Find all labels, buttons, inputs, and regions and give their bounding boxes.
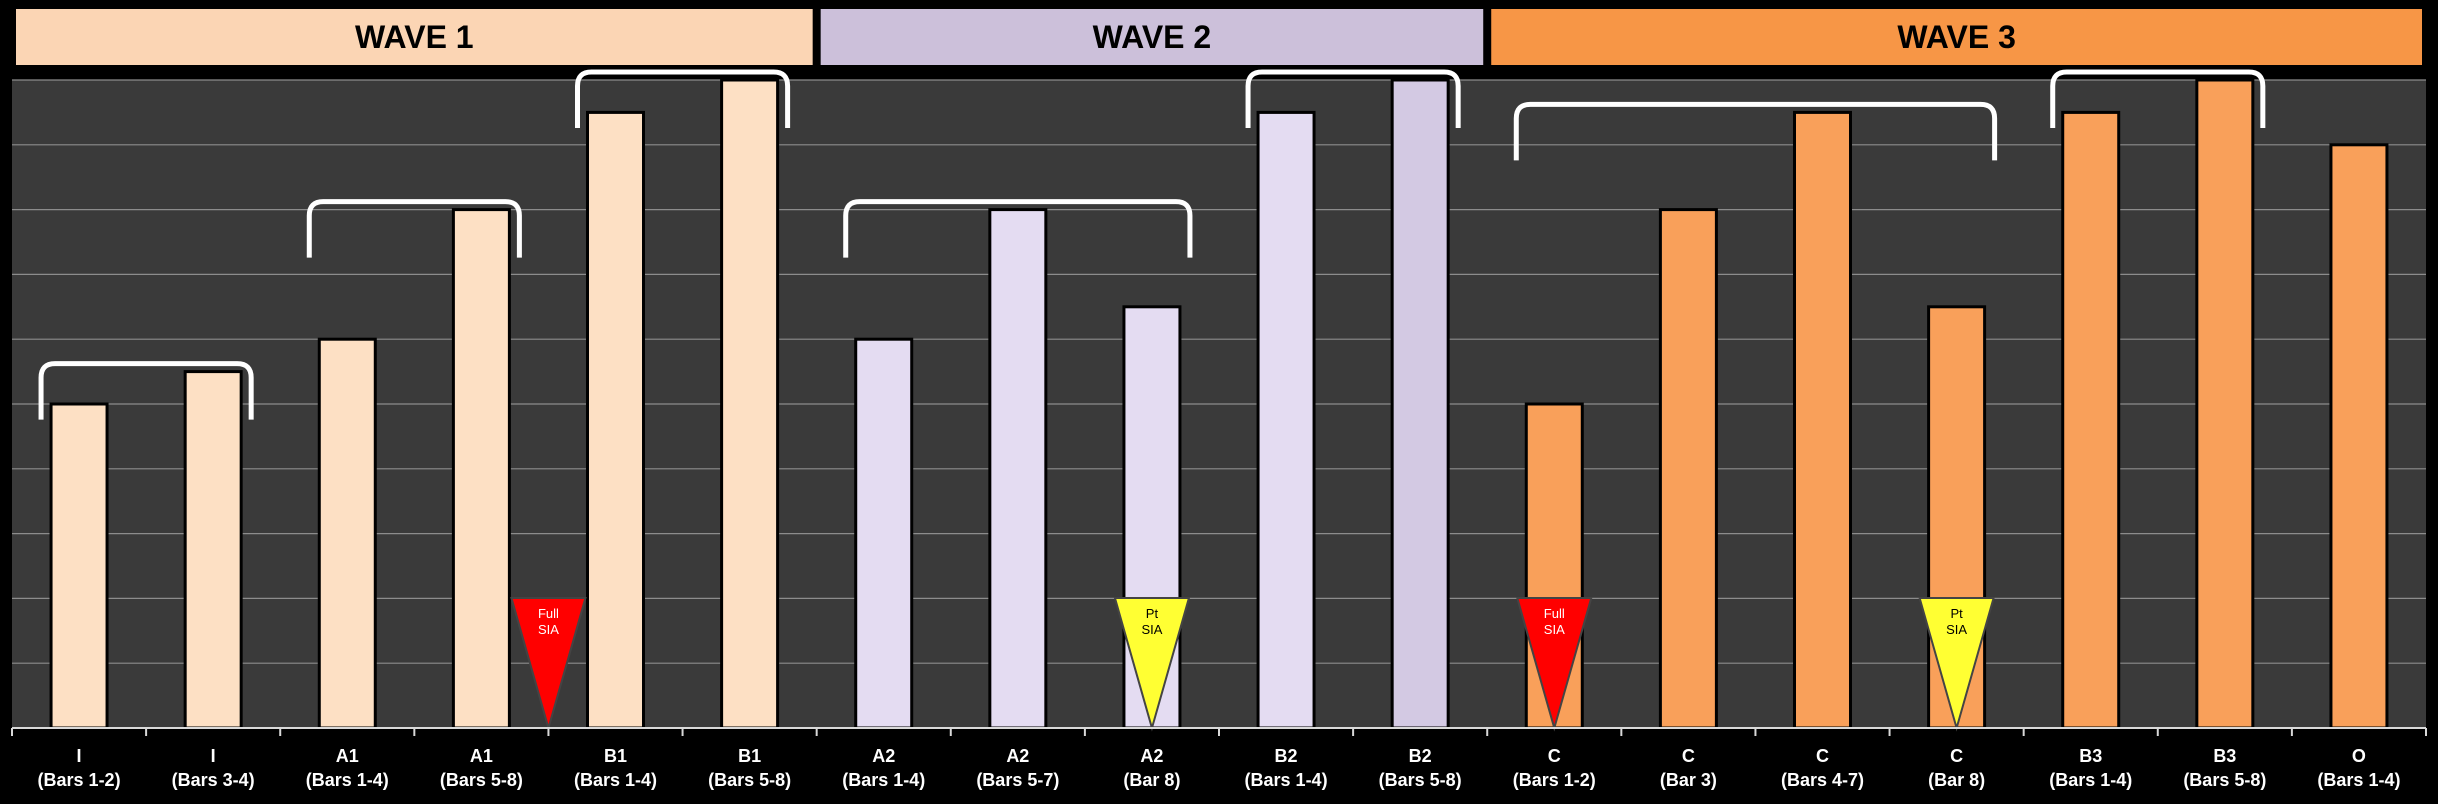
tick-label-name: B1 [738, 746, 761, 766]
tick-label-name: A1 [470, 746, 493, 766]
tick-label-bars: (Bars 5-8) [2183, 770, 2266, 790]
bracket [1245, 69, 1461, 128]
bracket [1513, 101, 1998, 161]
sia-marker-label: SIA [1141, 622, 1162, 637]
tick-label-name: C [1950, 746, 1963, 766]
bracket [843, 199, 1193, 258]
bar [1793, 110, 1852, 730]
bar [2195, 78, 2255, 730]
tick-label-bars: (Bars 1-2) [1513, 770, 1596, 790]
tick-label-bars: (Bar 8) [1123, 770, 1180, 790]
tick-label-name: C [1816, 746, 1829, 766]
tick-label-name: O [2352, 746, 2366, 766]
sia-marker-label: Pt [1950, 606, 1963, 621]
tick-label-name: B2 [1409, 746, 1432, 766]
tick-label-name: A2 [872, 746, 895, 766]
tick-label-bars: (Bars 1-4) [574, 770, 657, 790]
brackets [38, 69, 2266, 420]
bar [2329, 143, 2389, 730]
sia-marker-triangle [510, 597, 587, 732]
sia-marker-label: Full [1544, 606, 1565, 621]
wave-header-1 [16, 9, 813, 65]
wave-headers: WAVE 1 WAVE 2 WAVE 3 [16, 9, 2422, 65]
wave-header-3 [1491, 9, 2422, 65]
tick-label-bars: (Bars 4-7) [1781, 770, 1864, 790]
bar [1256, 110, 1316, 730]
tick-label-name: B3 [2213, 746, 2236, 766]
bar [2061, 110, 2121, 730]
sia-marker-label: Pt [1146, 606, 1159, 621]
wave-header-2 [820, 9, 1484, 65]
tick-label-name: I [211, 746, 216, 766]
sia-marker-label: SIA [1544, 622, 1565, 637]
tick-label-bars: (Bars 1-4) [2049, 770, 2132, 790]
bar [451, 208, 511, 730]
tick-label-name: C [1682, 746, 1695, 766]
bar [317, 337, 377, 730]
tick-label-name: A2 [1140, 746, 1163, 766]
sia-marker-triangle [1113, 597, 1191, 732]
tick-label-bars: (Bars 5-8) [440, 770, 523, 790]
tick-label-name: B1 [604, 746, 627, 766]
sia-marker-label: SIA [1946, 622, 1967, 637]
sia-marker-label: Full [538, 606, 559, 621]
tick-label-bars: (Bars 5-8) [1379, 770, 1462, 790]
bar [720, 78, 780, 730]
bracket [38, 361, 254, 420]
bar [988, 208, 1048, 730]
tick-label-bars: (Bar 8) [1928, 770, 1985, 790]
tick-label-bars: (Bars 5-7) [976, 770, 1059, 790]
bar [854, 337, 914, 730]
bracket [306, 199, 522, 258]
bar [183, 370, 243, 730]
tick-label-bars: (Bar 3) [1660, 770, 1717, 790]
tick-label-name: C [1548, 746, 1561, 766]
tick-label-name: A1 [336, 746, 359, 766]
sia-marker-triangle [1515, 597, 1593, 732]
tick-label-name: I [77, 746, 82, 766]
tick-label-bars: (Bars 1-4) [1245, 770, 1328, 790]
bar [49, 402, 109, 730]
tick-label-bars: (Bars 1-2) [38, 770, 121, 790]
sia-marker-triangle [1918, 597, 1995, 732]
tick-label-bars: (Bars 5-8) [708, 770, 791, 790]
bracket [2050, 69, 2266, 128]
wave-header-label: WAVE 3 [1897, 19, 2016, 55]
tick-label-name: B2 [1275, 746, 1298, 766]
bar [586, 110, 645, 730]
bar [1658, 208, 1718, 730]
tick-label-bars: (Bars 3-4) [172, 770, 255, 790]
wave-header-label: WAVE 1 [355, 19, 474, 55]
x-tick-labels: I (Bars 1-2) I (Bars 3-4) A1 (Bars 1-4) A1 (Bar… [38, 746, 2401, 790]
tick-label-bars: (Bars 1-4) [2317, 770, 2400, 790]
grid-lines [12, 79, 2426, 664]
sia-marker-label: SIA [538, 622, 559, 637]
bar [1390, 78, 1450, 730]
tick-label-name: A2 [1006, 746, 1029, 766]
wave-header-label: WAVE 2 [1093, 19, 1212, 55]
bracket [575, 69, 791, 128]
tick-label-name: B3 [2079, 746, 2102, 766]
x-axis [11, 727, 2427, 736]
tick-label-bars: (Bars 1-4) [842, 770, 925, 790]
tick-label-bars: (Bars 1-4) [306, 770, 389, 790]
